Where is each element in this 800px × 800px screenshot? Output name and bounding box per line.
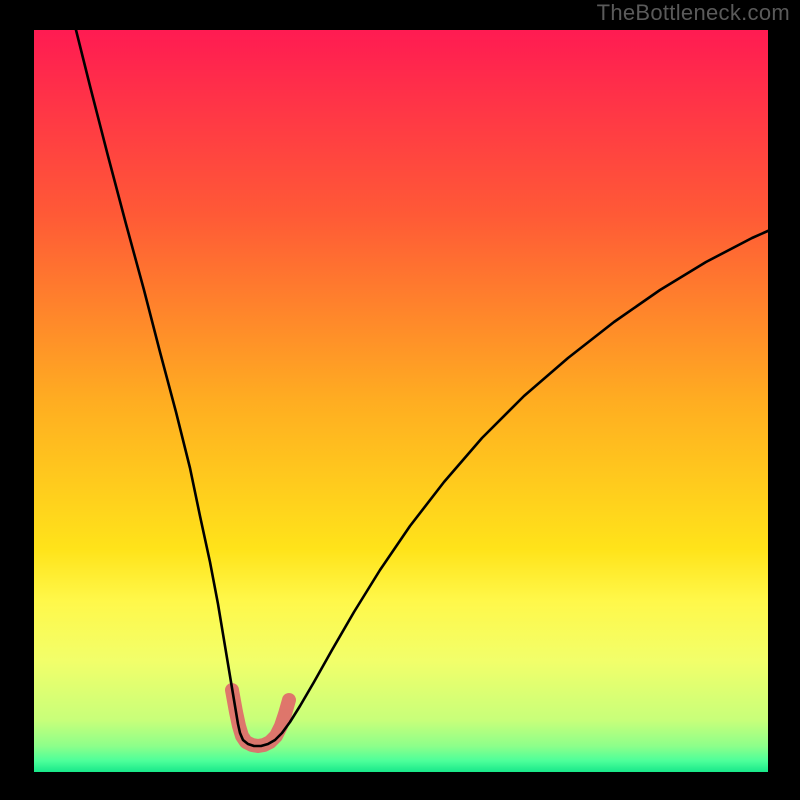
curve-layer	[34, 30, 768, 772]
watermark-text: TheBottleneck.com	[597, 0, 790, 26]
bottleneck-curve	[72, 14, 770, 746]
plot-gradient-background	[34, 30, 768, 772]
bottleneck-highlight-segment	[232, 690, 289, 746]
chart-frame: TheBottleneck.com	[0, 0, 800, 800]
